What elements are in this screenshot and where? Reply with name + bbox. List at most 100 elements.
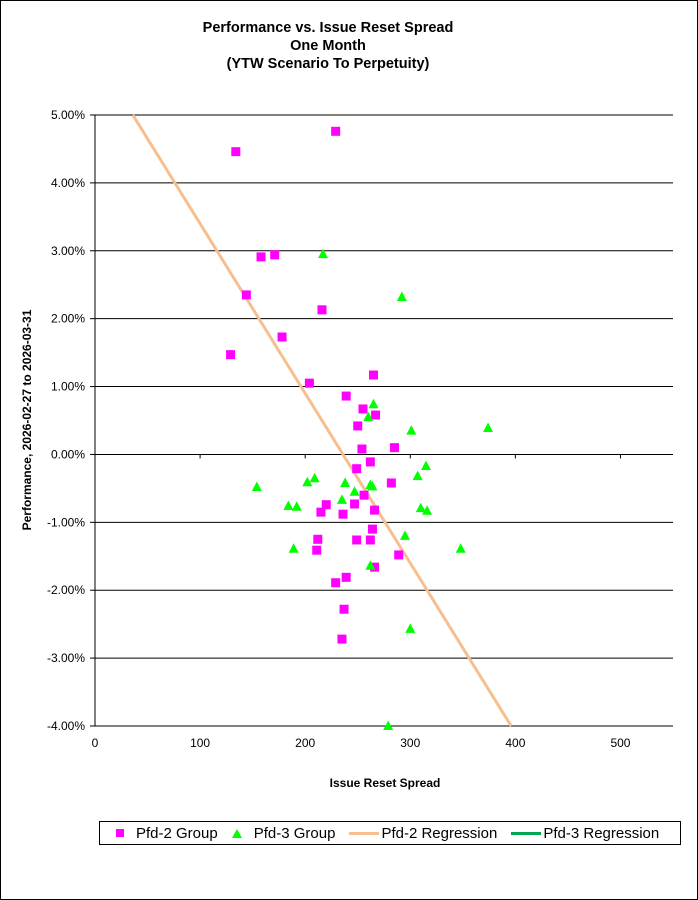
legend-label: Pfd-3 Regression — [543, 824, 660, 842]
pfd2-point — [321, 500, 331, 510]
regression-line — [131, 114, 513, 727]
pfd2-point — [338, 509, 348, 519]
y-tick-labels: 5.00% 4.00% 3.00% 2.00% 1.00% 0.00% -1.00% -2.0… — [47, 108, 85, 733]
axes — [90, 114, 673, 727]
pfd2-point — [317, 305, 327, 315]
pfd3-point — [455, 543, 466, 553]
pfd3-point — [405, 623, 416, 633]
pfd2-point — [339, 604, 349, 614]
pfd3-point — [349, 486, 360, 496]
pfd2-point — [337, 634, 347, 644]
y-tick-label: -2.00% — [47, 583, 85, 597]
pfd3-point — [318, 248, 329, 259]
pfd2-point — [331, 126, 341, 136]
pfd2-point — [316, 507, 326, 517]
chart-title: Performance vs. Issue Reset Spread One M… — [0, 19, 656, 73]
x-tick-label: 400 — [505, 736, 525, 750]
pfd2-point — [277, 332, 287, 342]
pfd3-point — [412, 470, 423, 481]
pfd3-point — [400, 530, 411, 540]
pfd3-point — [415, 502, 426, 513]
pfd3-point — [302, 476, 313, 487]
pfd2-point — [365, 535, 375, 545]
x-tick-label: 200 — [295, 736, 315, 750]
y-tick-label: 2.00% — [51, 312, 85, 326]
pfd2-point — [341, 391, 351, 401]
line-marker-icon — [511, 831, 542, 835]
chart-title-line-3: (YTW Scenario To Perpetuity) — [226, 56, 430, 72]
pfd3-point — [291, 501, 302, 511]
pfd3-point — [365, 560, 376, 570]
y-tick-label: 4.00% — [51, 176, 85, 190]
pfd3-point — [421, 460, 432, 470]
y-tick-label: 0.00% — [51, 447, 85, 461]
x-tick-label: 100 — [190, 736, 210, 750]
y-tick-label: -3.00% — [47, 651, 85, 665]
data-points — [226, 126, 494, 730]
pfd2-point — [241, 290, 251, 300]
x-tick-labels: 0 100 200 300 400 500 — [92, 736, 631, 750]
y-tick-label: -1.00% — [47, 515, 85, 529]
pfd3-point — [396, 291, 407, 301]
y-tick-label: 5.00% — [51, 108, 85, 122]
pfd2-point — [341, 572, 351, 582]
pfd3-point — [251, 481, 262, 492]
triangle-marker-icon — [231, 828, 242, 838]
gridlines — [95, 114, 673, 727]
pfd2-point — [357, 444, 367, 454]
pfd2-point — [394, 550, 404, 560]
regression-lines — [131, 114, 513, 727]
pfd3-point — [283, 500, 294, 511]
legend-label: Pfd-2 Group — [136, 824, 218, 842]
pfd3-point — [367, 480, 378, 491]
pfd2-point — [386, 478, 396, 488]
pfd2-point — [353, 421, 363, 431]
pfd2-point — [368, 370, 378, 380]
pfd3-point — [336, 494, 347, 504]
pfd3-point — [483, 422, 494, 432]
pfd2-point — [350, 499, 360, 509]
legend: Pfd-2 Group Pfd-3 Group Pfd-2 Regression… — [99, 821, 681, 845]
pfd2-point — [312, 545, 322, 555]
pfd2-point — [367, 524, 377, 534]
pfd3-point — [288, 543, 299, 553]
pfd2-point — [358, 404, 368, 414]
pfd3-point — [340, 477, 351, 487]
y-axis-title: Performance, 2026-02-27 to 2026-03-31 — [20, 309, 34, 530]
pfd2-point — [370, 562, 380, 572]
chart-title-line-1: Performance vs. Issue Reset Spread — [202, 20, 454, 36]
line-marker-icon — [349, 831, 380, 835]
x-tick-label: 500 — [610, 736, 630, 750]
pfd3-point — [363, 411, 374, 422]
pfd3-point — [406, 425, 417, 435]
pfd3-point — [383, 720, 394, 730]
y-tick-label: 3.00% — [51, 244, 85, 258]
chart-title-line-2: One Month — [290, 38, 366, 54]
pfd3-point — [368, 398, 379, 409]
pfd2-point — [304, 378, 314, 388]
pfd2-point — [226, 350, 236, 360]
pfd2-point — [331, 578, 341, 588]
pfd2-point — [370, 505, 380, 515]
legend-label: Pfd-2 Regression — [381, 824, 498, 842]
x-axis-title: Issue Reset Spread — [330, 776, 441, 790]
pfd2-point — [359, 490, 369, 500]
legend-item-pfd2-group: Pfd-2 Group — [116, 825, 218, 842]
legend-item-pfd3-regression: Pfd-3 Regression — [511, 825, 659, 842]
square-marker-icon — [116, 829, 124, 837]
pfd2-point — [352, 535, 362, 545]
pfd2-point — [352, 464, 362, 474]
pfd2-point — [365, 457, 375, 467]
pfd2-point — [256, 252, 266, 262]
x-tick-label: 0 — [92, 736, 99, 750]
x-tick-label: 300 — [400, 736, 420, 750]
pfd2-point — [313, 534, 323, 544]
pfd3-point — [422, 505, 433, 515]
pfd2-point — [390, 443, 400, 453]
pfd2-point — [270, 250, 280, 260]
legend-item-pfd2-regression: Pfd-2 Regression — [349, 825, 497, 842]
y-tick-label: -4.00% — [47, 719, 85, 733]
legend-label: Pfd-3 Group — [253, 824, 336, 842]
legend-item-pfd3-group: Pfd-3 Group — [231, 824, 336, 842]
